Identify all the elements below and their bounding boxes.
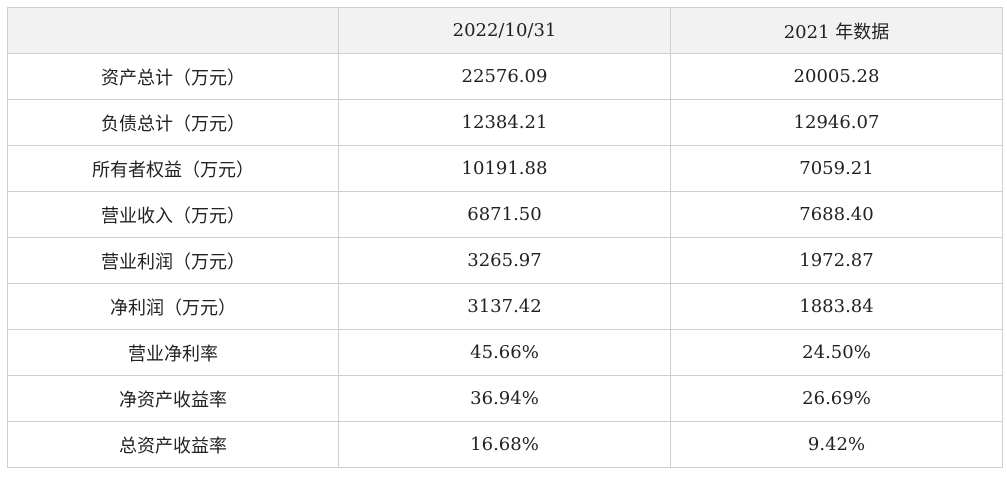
table-row: 营业净利率 45.66% 24.50% (7, 329, 1003, 376)
row-label: 营业净利率 (7, 329, 339, 376)
value-cell: 3265.97 (338, 237, 671, 284)
financial-table: 2022/10/31 2021 年数据 资产总计（万元） 22576.09 2000… (7, 7, 1003, 468)
value-cell: 7688.40 (670, 191, 1003, 238)
row-label: 营业收入（万元） (7, 191, 339, 238)
row-label: 总资产收益率 (7, 421, 339, 468)
value-cell: 1972.87 (670, 237, 1003, 284)
table-row: 负债总计（万元） 12384.21 12946.07 (7, 99, 1003, 146)
value-cell: 9.42% (670, 421, 1003, 468)
table-row: 净利润（万元） 3137.42 1883.84 (7, 283, 1003, 330)
value-cell: 22576.09 (338, 53, 671, 100)
table-row: 总资产收益率 16.68% 9.42% (7, 421, 1003, 468)
table-header: 2022/10/31 2021 年数据 (7, 7, 1003, 54)
value-cell: 6871.50 (338, 191, 671, 238)
value-cell: 7059.21 (670, 145, 1003, 192)
corner-cell (7, 7, 339, 54)
row-label: 负债总计（万元） (7, 99, 339, 146)
row-label: 净利润（万元） (7, 283, 339, 330)
row-label: 资产总计（万元） (7, 53, 339, 100)
value-cell: 10191.88 (338, 145, 671, 192)
value-cell: 3137.42 (338, 283, 671, 330)
value-cell: 20005.28 (670, 53, 1003, 100)
value-cell: 24.50% (670, 329, 1003, 376)
value-cell: 1883.84 (670, 283, 1003, 330)
column-header: 2022/10/31 (338, 7, 671, 54)
value-cell: 16.68% (338, 421, 671, 468)
table-row: 营业收入（万元） 6871.50 7688.40 (7, 191, 1003, 238)
column-header: 2021 年数据 (670, 7, 1003, 54)
value-cell: 45.66% (338, 329, 671, 376)
row-label: 营业利润（万元） (7, 237, 339, 284)
table-row: 所有者权益（万元） 10191.88 7059.21 (7, 145, 1003, 192)
table-row: 营业利润（万元） 3265.97 1972.87 (7, 237, 1003, 284)
value-cell: 12946.07 (670, 99, 1003, 146)
table-row: 净资产收益率 36.94% 26.69% (7, 375, 1003, 422)
header-row: 2022/10/31 2021 年数据 (7, 7, 1003, 54)
value-cell: 12384.21 (338, 99, 671, 146)
row-label: 净资产收益率 (7, 375, 339, 422)
row-label: 所有者权益（万元） (7, 145, 339, 192)
value-cell: 36.94% (338, 375, 671, 422)
table-body: 资产总计（万元） 22576.09 20005.28 负债总计（万元） 12384.21… (7, 53, 1003, 468)
table-row: 资产总计（万元） 22576.09 20005.28 (7, 53, 1003, 100)
value-cell: 26.69% (670, 375, 1003, 422)
